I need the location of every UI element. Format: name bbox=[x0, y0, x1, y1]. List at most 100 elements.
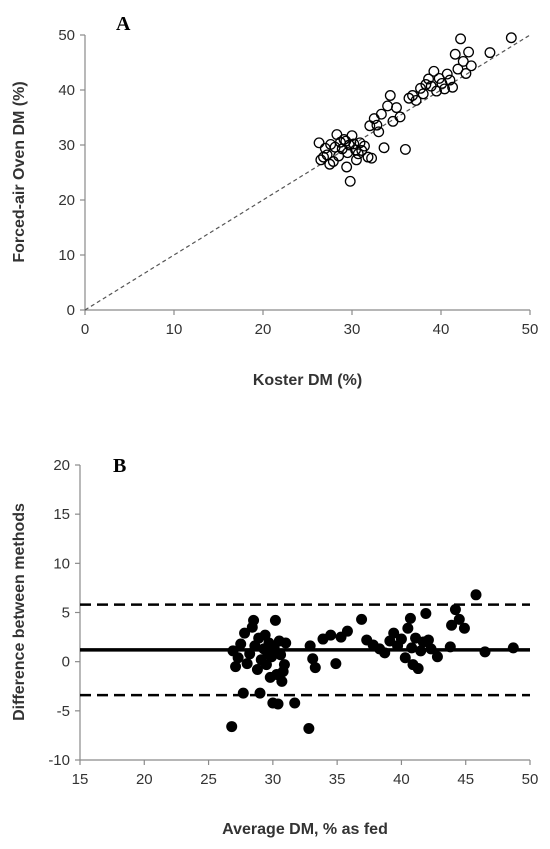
panel-a-label: A bbox=[116, 13, 131, 35]
panel-b-data-point bbox=[232, 652, 244, 664]
panel-b-data-point bbox=[325, 629, 337, 641]
panel-a-x-tick-label: 50 bbox=[522, 321, 539, 338]
panel-b-y-axis-label: Difference between methods bbox=[11, 503, 28, 721]
panel-a-data-point bbox=[410, 94, 422, 106]
panel-a-data-point bbox=[382, 100, 394, 112]
panel-b-x-tick-label: 50 bbox=[522, 771, 539, 788]
panel-a-data-point bbox=[313, 137, 325, 149]
panel-b-data-point bbox=[278, 659, 290, 671]
panel-a-data-point bbox=[391, 102, 402, 114]
panel-b-x-tick-label: 40 bbox=[393, 771, 410, 788]
panel-b-data-point bbox=[226, 721, 238, 733]
panel-a-y-tick-label: 20 bbox=[58, 192, 75, 209]
panel-a-data-point bbox=[460, 68, 472, 79]
panel-b: B Average DM, % as fed Difference betwee… bbox=[11, 455, 538, 838]
panel-a-data-point bbox=[344, 175, 356, 187]
panel-b-data-point bbox=[458, 622, 470, 634]
panel-a-data-point bbox=[324, 158, 336, 170]
panel-a-data-point bbox=[423, 73, 434, 85]
panel-b-x-tick-label: 30 bbox=[265, 771, 282, 788]
panel-a-data-point bbox=[373, 126, 385, 138]
panel-a-y-tick-label: 10 bbox=[58, 247, 75, 264]
panel-a-y-tick-label: 40 bbox=[58, 82, 75, 99]
panel-b-data-point bbox=[507, 642, 519, 654]
panel-b-data-point bbox=[388, 627, 400, 639]
panel-a-y-tick-label: 30 bbox=[58, 137, 75, 154]
panel-a-data-point bbox=[315, 154, 327, 166]
panel-a-data-point bbox=[394, 111, 406, 123]
panel-a-data-point bbox=[346, 130, 358, 142]
panel-a-data-point bbox=[420, 79, 432, 90]
panel-a-data-point bbox=[439, 83, 451, 95]
panel-b-data-point bbox=[239, 627, 251, 639]
panel-b-data-point bbox=[266, 651, 278, 663]
panel-b-data-point bbox=[254, 687, 266, 699]
panel-b-data-point bbox=[230, 661, 242, 673]
panel-a-data-point bbox=[403, 92, 415, 104]
panel-b-data-point bbox=[412, 663, 424, 675]
panel-b-data-point bbox=[244, 648, 256, 660]
panel-a-data-point bbox=[348, 138, 360, 150]
panel-b-y-tick-label: 10 bbox=[53, 555, 70, 572]
panel-b-data-point bbox=[307, 653, 319, 665]
panel-b-data-point bbox=[309, 662, 321, 674]
panel-b-y-tick-label: -10 bbox=[48, 752, 70, 769]
panel-b-data-point bbox=[260, 659, 272, 671]
panel-b-x-axis-label: Average DM, % as fed bbox=[222, 821, 388, 838]
panel-b-data-point bbox=[341, 625, 353, 637]
panel-b-y-tick-label: 0 bbox=[62, 654, 70, 671]
panel-b-data-point bbox=[395, 633, 407, 645]
panel-b-data-point bbox=[251, 664, 263, 676]
panel-a-data-point bbox=[359, 140, 370, 152]
panel-b-x-tick-label: 20 bbox=[136, 771, 153, 788]
panel-b-data-point bbox=[399, 652, 411, 664]
panel-a-x-tick-label: 10 bbox=[166, 321, 183, 338]
panel-a-data-point bbox=[465, 60, 477, 72]
panel-a-identity-line bbox=[84, 34, 531, 311]
panel-b-data-point bbox=[425, 643, 437, 655]
panel-a-x-tick-label: 40 bbox=[433, 321, 450, 338]
panel-a-data-point bbox=[378, 142, 390, 154]
panel-b-data-point bbox=[449, 604, 461, 616]
panel-b-data-point bbox=[422, 634, 434, 646]
panel-b-data-point bbox=[289, 697, 301, 709]
panel-b-y-tick-label: -5 bbox=[57, 703, 70, 720]
panel-b-data-point bbox=[269, 614, 281, 626]
panel-a-data-point bbox=[428, 65, 440, 77]
panel-a-x-axis-label: Koster DM (%) bbox=[253, 372, 362, 389]
panel-a-data-point bbox=[366, 152, 378, 164]
panel-a-data-point bbox=[431, 85, 443, 97]
panel-b-data-point bbox=[402, 622, 414, 634]
panel-b-data-point bbox=[280, 637, 292, 649]
panel-b-data-point bbox=[446, 619, 458, 631]
panel-b-data-point bbox=[303, 723, 315, 735]
panel-b-x-tick-label: 25 bbox=[200, 771, 217, 788]
panel-a-data-point bbox=[399, 143, 411, 155]
panel-a-data-point bbox=[352, 148, 364, 160]
panel-b-y-tick-label: 20 bbox=[53, 457, 70, 474]
panel-b-x-tick-label: 45 bbox=[457, 771, 474, 788]
panel-a-data-point bbox=[484, 47, 496, 59]
panel-a-data-point bbox=[417, 88, 429, 100]
panel-b-data-point bbox=[241, 658, 253, 670]
panel-b-data-point bbox=[276, 675, 288, 687]
panel-a-x-tick-label: 20 bbox=[255, 321, 272, 338]
panel-b-data-point bbox=[237, 687, 249, 699]
panel-b-x-tick-label: 35 bbox=[329, 771, 346, 788]
panel-a-data-point bbox=[455, 33, 467, 45]
panel-a-y-tick-label: 0 bbox=[67, 302, 75, 319]
panel-a-y-tick-label: 50 bbox=[58, 27, 75, 44]
panel-b-data-point bbox=[275, 649, 287, 661]
panel-b-data-point bbox=[420, 607, 432, 619]
panel-a-data-point bbox=[463, 46, 475, 58]
panel-b-data-point bbox=[406, 642, 418, 654]
panel-b-data-point bbox=[404, 612, 416, 624]
panel-a: A Koster DM (%) Forced-air Oven DM (%) 0… bbox=[11, 13, 538, 389]
panel-b-y-tick-label: 5 bbox=[62, 605, 70, 622]
panel-b-x-tick-label: 15 bbox=[72, 771, 89, 788]
panel-b-data-point bbox=[479, 646, 491, 658]
panel-b-data-point bbox=[444, 641, 456, 653]
panel-b-data-point bbox=[379, 647, 391, 659]
panel-a-data-point bbox=[384, 90, 396, 101]
